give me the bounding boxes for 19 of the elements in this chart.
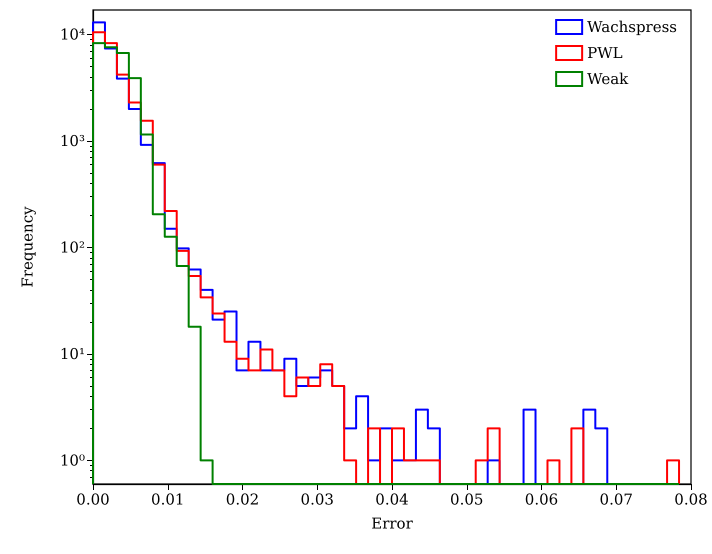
x-tick-label: 0.07	[600, 490, 633, 508]
x-tick-label: 0.02	[226, 490, 260, 508]
y-tick-label: 10³	[60, 132, 85, 150]
x-tick-label: 0.00	[76, 490, 110, 508]
legend-label: Wachspress	[587, 18, 678, 36]
x-tick-label: 0.03	[300, 490, 334, 508]
x-tick-label: 0.06	[524, 490, 558, 508]
x-tick-label: 0.05	[450, 490, 484, 508]
x-tick-label: 0.01	[151, 490, 184, 508]
legend-label: PWL	[587, 44, 623, 62]
x-tick-label: 0.04	[375, 490, 409, 508]
y-tick-label: 10²	[60, 238, 85, 256]
y-tick-label: 10⁴	[60, 26, 85, 44]
y-tick-label: 10¹	[60, 344, 85, 363]
x-tick-label: 0.08	[674, 490, 708, 508]
y-tick-label: 10⁰	[60, 451, 85, 470]
y-axis-title: Frequency	[18, 206, 36, 288]
legend-label: Weak	[587, 70, 630, 88]
x-axis-title: Error	[371, 514, 414, 532]
